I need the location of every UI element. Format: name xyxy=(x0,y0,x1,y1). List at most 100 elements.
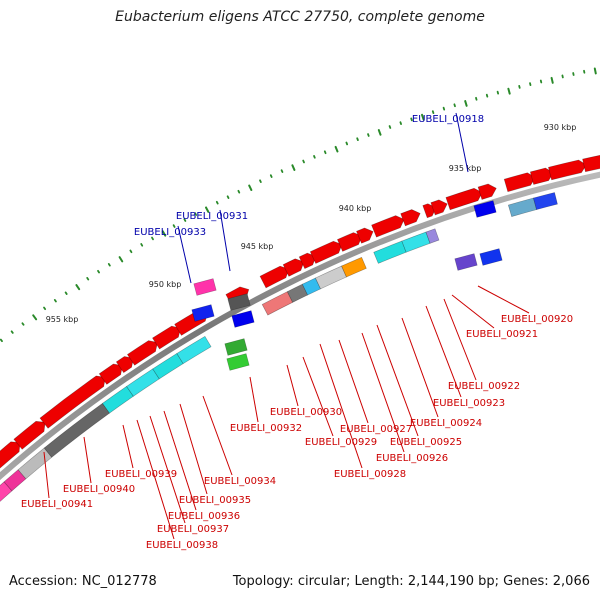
forward-gene[interactable] xyxy=(309,240,343,264)
scale-tick-mark xyxy=(453,103,456,108)
gene-block[interactable] xyxy=(425,228,440,244)
scale-tick-mark xyxy=(172,224,176,228)
gene-block[interactable] xyxy=(227,293,251,311)
gene-label[interactable]: EUBELI_00928 xyxy=(334,469,406,480)
scale-tick-mark xyxy=(86,276,90,281)
forward-gene[interactable] xyxy=(356,227,374,244)
scale-tick-mark xyxy=(10,330,14,334)
forward-gene[interactable] xyxy=(13,420,46,450)
scale-tick-mark xyxy=(377,129,382,136)
forward-gene[interactable] xyxy=(282,258,305,277)
gene-block[interactable] xyxy=(226,353,250,371)
gene-block[interactable] xyxy=(454,253,478,271)
forward-gene[interactable] xyxy=(152,325,181,350)
gene-label[interactable]: EUBELI_00934 xyxy=(204,476,276,487)
scale-tick-mark xyxy=(518,85,521,89)
gene-block[interactable] xyxy=(479,248,503,266)
forward-gene[interactable] xyxy=(582,154,600,173)
scale-tick-mark xyxy=(496,90,500,95)
scale-tick-mark xyxy=(367,133,370,137)
scale-tick-mark xyxy=(507,87,511,95)
gene-label[interactable]: EUBELI_00920 xyxy=(501,314,573,325)
forward-gene[interactable] xyxy=(115,356,134,374)
gene-label[interactable]: EUBELI_00940 xyxy=(63,484,135,495)
gene-label[interactable]: EUBELI_00924 xyxy=(410,418,482,429)
forward-gene[interactable] xyxy=(39,375,106,429)
forward-gene[interactable] xyxy=(298,252,317,270)
forward-gene[interactable] xyxy=(430,199,448,216)
gene-block[interactable] xyxy=(43,402,110,458)
gene-block[interactable] xyxy=(176,335,212,365)
scale-tick-mark xyxy=(205,206,210,213)
label-leader-line xyxy=(401,317,439,418)
gene-label[interactable]: EUBELI_00930 xyxy=(270,407,342,418)
gene-label[interactable]: EUBELI_00938 xyxy=(146,540,218,551)
label-leader-line xyxy=(177,225,192,284)
accession-info: Accession: NC_012778 xyxy=(9,574,157,589)
gene-labels: EUBELI_00918 EUBELI_00920 EUBELI_00921 EUBE… xyxy=(21,114,573,551)
forward-gene[interactable] xyxy=(371,215,405,238)
forward-gene[interactable] xyxy=(548,159,587,181)
scale-tick-label: 940 kbp xyxy=(339,204,372,213)
scale-tick-mark xyxy=(215,200,219,205)
gene-block[interactable] xyxy=(152,353,184,380)
gene-label[interactable]: EUBELI_00918 xyxy=(412,114,484,125)
forward-gene[interactable] xyxy=(259,265,290,289)
gene-label[interactable]: EUBELI_00923 xyxy=(433,398,505,409)
forward-gene[interactable] xyxy=(126,340,158,366)
gene-label[interactable]: EUBELI_00929 xyxy=(305,437,377,448)
gene-label[interactable]: EUBELI_00937 xyxy=(157,524,229,535)
label-leader-line xyxy=(455,112,469,173)
gene-label[interactable]: EUBELI_00922 xyxy=(448,381,520,392)
forward-gene[interactable] xyxy=(98,363,123,385)
scale-tick-mark xyxy=(140,243,144,247)
gene-label[interactable]: EUBELI_00927 xyxy=(340,424,412,435)
gene-block[interactable] xyxy=(286,283,309,303)
gene-label[interactable]: EUBELI_00939 xyxy=(105,469,177,480)
gene-label[interactable]: EUBELI_00921 xyxy=(466,329,538,340)
gene-block[interactable] xyxy=(191,304,215,322)
forward-gene[interactable] xyxy=(445,187,483,211)
gene-block[interactable] xyxy=(0,481,13,503)
scale-tick-mark xyxy=(32,314,38,321)
gene-block[interactable] xyxy=(224,338,248,356)
gene-block[interactable] xyxy=(301,277,321,296)
scale-tick-mark xyxy=(107,263,111,267)
scale-tick-mark xyxy=(291,164,296,171)
scale-tick-mark xyxy=(464,100,468,107)
label-leader-lines xyxy=(43,112,530,540)
scale-tick-mark xyxy=(97,269,100,274)
gene-block[interactable] xyxy=(473,200,497,218)
forward-gene[interactable] xyxy=(477,183,497,200)
label-leader-line xyxy=(249,376,259,423)
gene-block[interactable] xyxy=(17,447,53,480)
genes-value: 2,066 xyxy=(552,574,590,589)
label-leader-line xyxy=(376,324,419,437)
label-leader-line xyxy=(163,410,197,511)
gene-block[interactable] xyxy=(507,197,537,217)
scale-tick-mark xyxy=(194,212,198,216)
gene-label[interactable]: EUBELI_00926 xyxy=(376,453,448,464)
gene-block[interactable] xyxy=(341,256,367,278)
gene-label[interactable]: EUBELI_00941 xyxy=(21,499,93,510)
scale-tick-label: 935 kbp xyxy=(449,164,482,173)
gene-label[interactable]: EUBELI_00936 xyxy=(168,511,240,522)
label-leader-line xyxy=(451,294,495,329)
gene-label[interactable]: EUBELI_00925 xyxy=(390,437,462,448)
forward-gene[interactable] xyxy=(0,441,21,469)
gene-label[interactable]: EUBELI_00932 xyxy=(230,423,302,434)
gene-block[interactable] xyxy=(533,192,558,210)
gene-label[interactable]: EUBELI_00935 xyxy=(179,495,251,506)
gene-block[interactable] xyxy=(315,265,347,290)
gene-block[interactable] xyxy=(193,278,217,296)
gene-block[interactable] xyxy=(231,310,255,328)
gene-label[interactable]: EUBELI_00931 xyxy=(176,211,248,222)
scale-tick-label: 945 kbp xyxy=(241,242,274,251)
gene-block[interactable] xyxy=(373,240,407,264)
label-leader-line xyxy=(219,209,231,272)
gene-label[interactable]: EUBELI_00933 xyxy=(134,227,206,238)
scale-tick-mark xyxy=(442,106,446,111)
forward-gene[interactable] xyxy=(400,209,421,227)
gene-block[interactable] xyxy=(401,231,431,253)
genome-backbone xyxy=(0,171,600,481)
